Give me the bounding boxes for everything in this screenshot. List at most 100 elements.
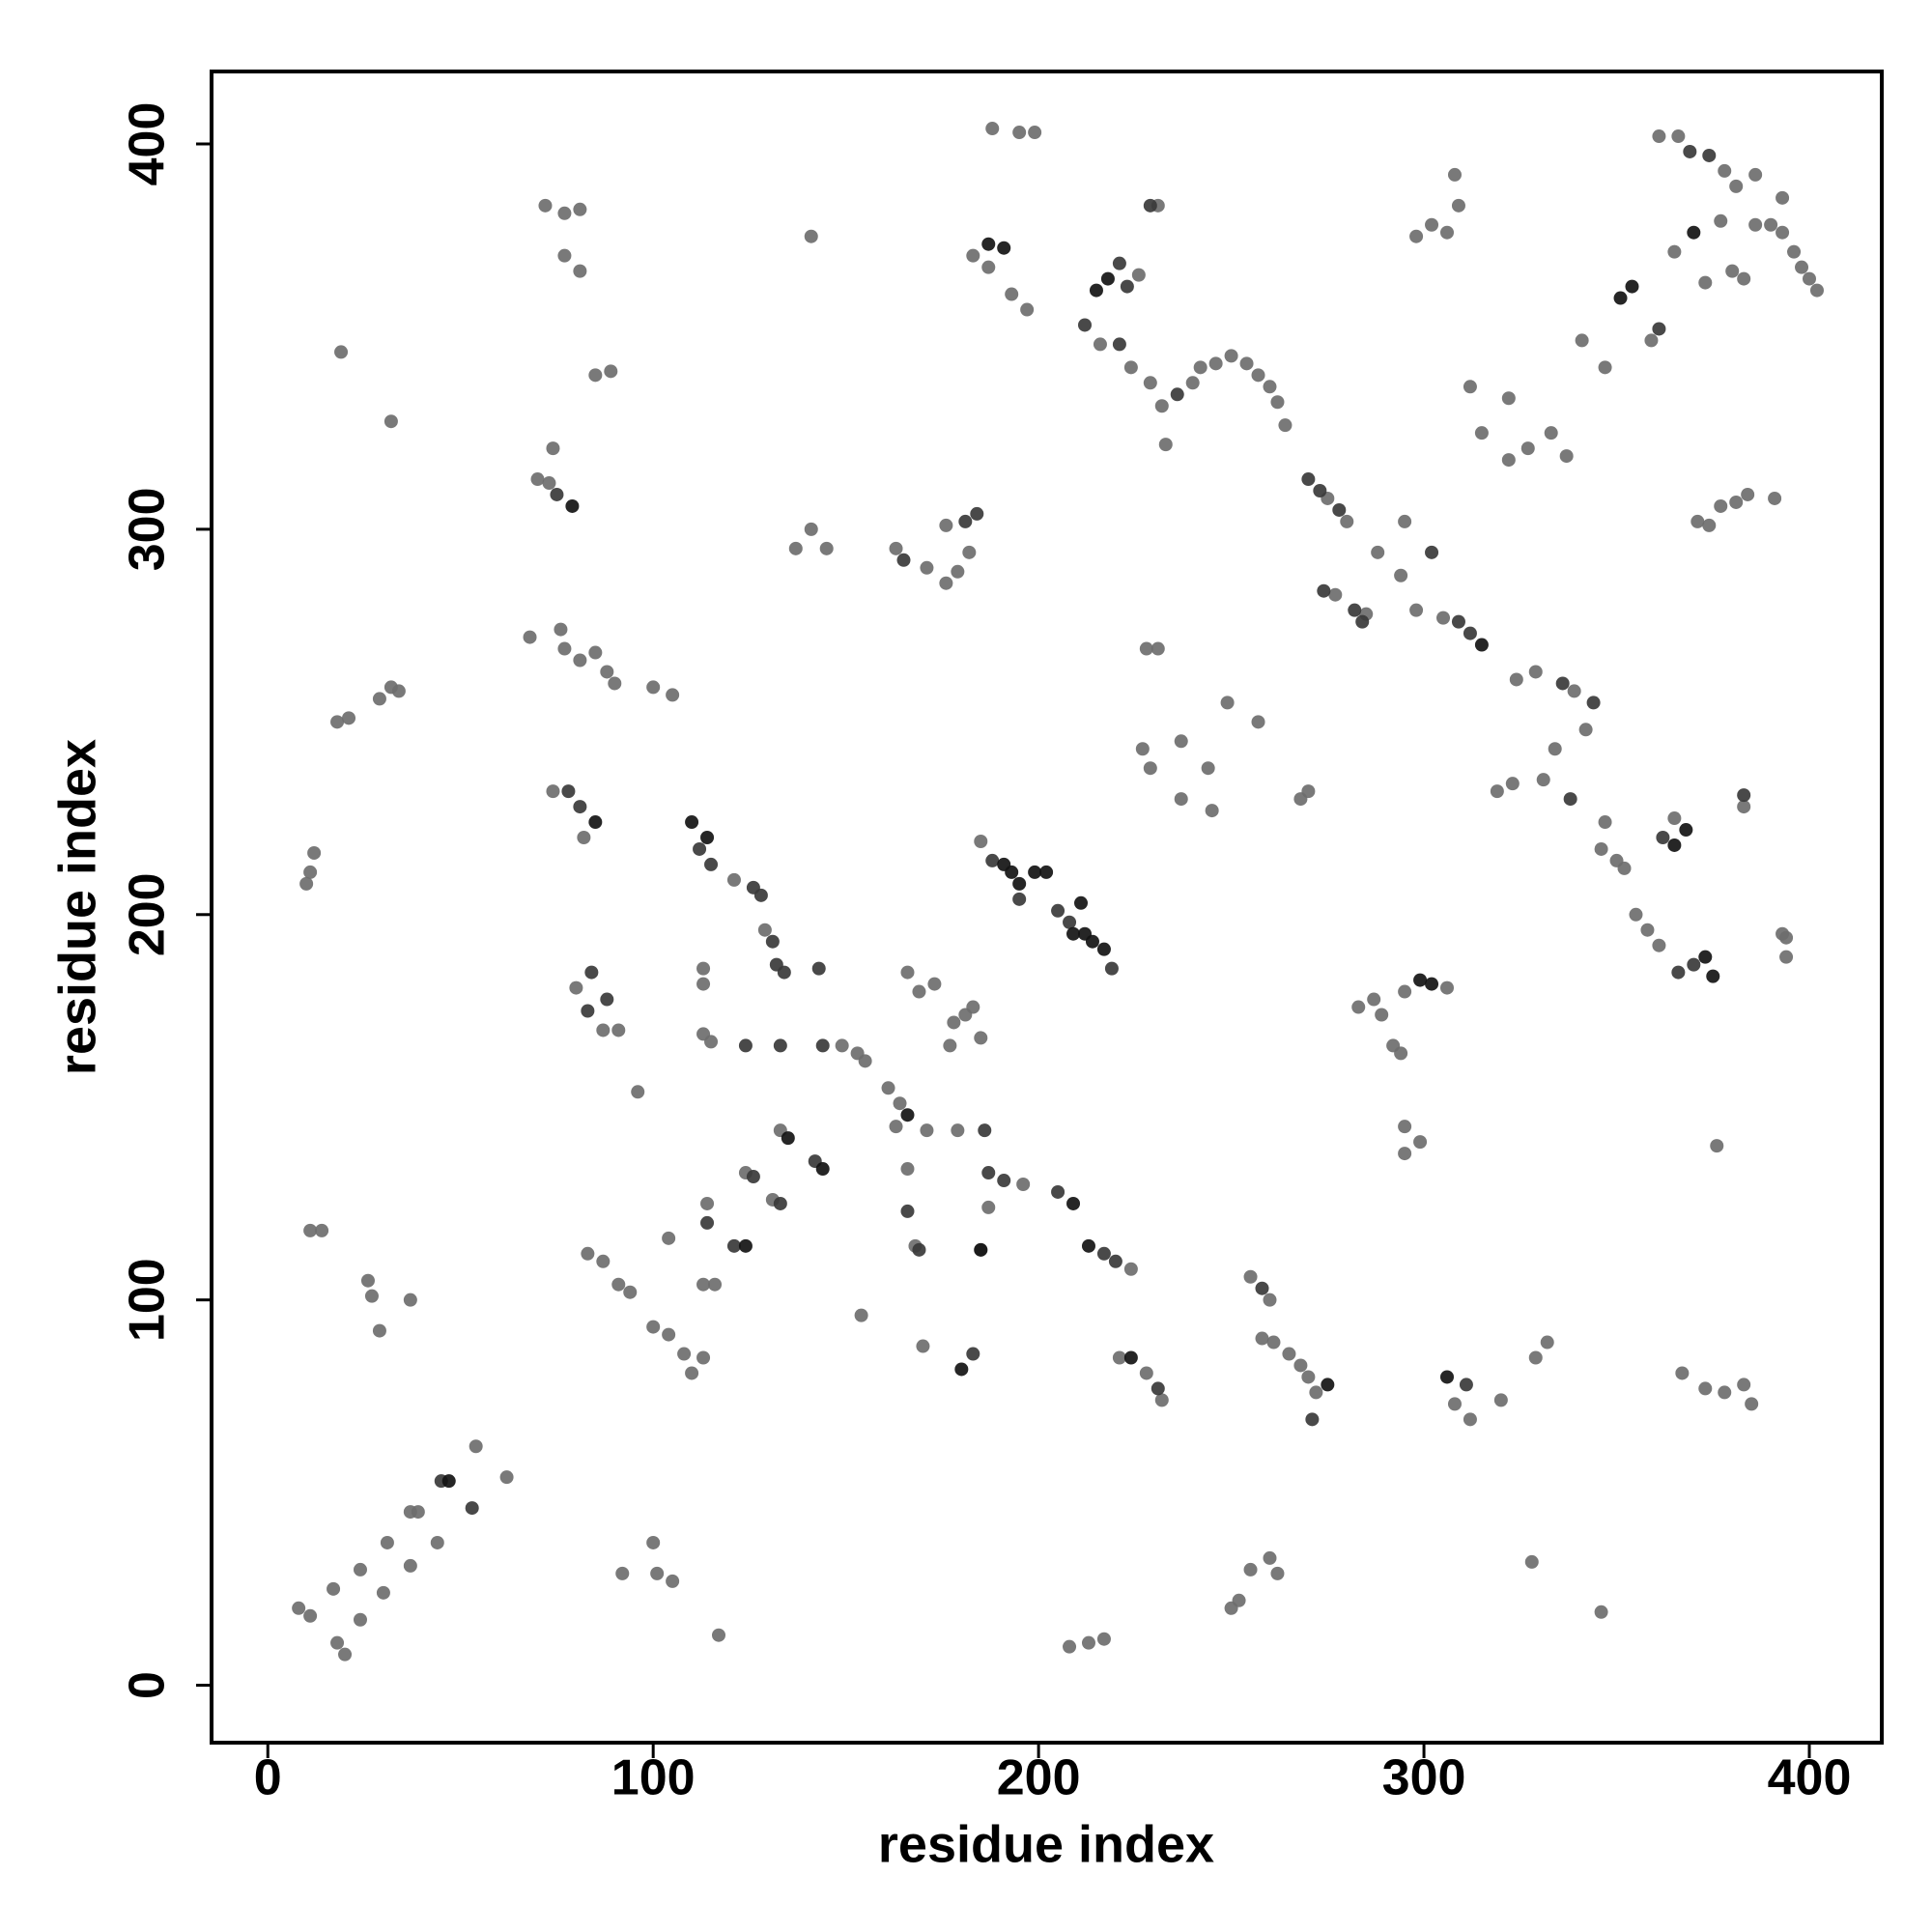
point	[1776, 190, 1790, 205]
point	[1371, 545, 1385, 559]
point	[1016, 1178, 1031, 1192]
point	[650, 1566, 665, 1580]
point	[1667, 838, 1682, 852]
point	[704, 1035, 719, 1049]
point	[1667, 811, 1682, 826]
point	[970, 506, 984, 521]
point	[1158, 438, 1173, 452]
y-tick-label: 0	[120, 1671, 176, 1699]
point	[696, 977, 711, 991]
point	[889, 1120, 903, 1134]
point	[557, 206, 572, 220]
point	[1687, 957, 1701, 972]
point	[1613, 291, 1628, 305]
point	[981, 237, 996, 251]
point	[1439, 980, 1454, 995]
point	[1255, 1281, 1269, 1295]
point	[1474, 426, 1489, 440]
point	[1112, 337, 1126, 352]
point	[900, 1162, 915, 1177]
point	[726, 1238, 741, 1253]
point	[1081, 1238, 1095, 1253]
point	[974, 1242, 988, 1257]
point	[1425, 217, 1439, 232]
x-tick-label: 0	[254, 1750, 282, 1806]
point	[966, 248, 980, 263]
point	[1710, 1139, 1724, 1153]
point	[364, 1289, 379, 1303]
point	[1131, 268, 1146, 282]
point	[981, 1166, 996, 1180]
point	[600, 665, 614, 679]
plot-frame	[210, 70, 1884, 1745]
point	[1463, 626, 1477, 640]
point	[1394, 1046, 1408, 1061]
point	[1687, 225, 1701, 240]
point	[1123, 360, 1138, 375]
point	[646, 1320, 661, 1334]
point	[1398, 984, 1412, 999]
point	[1598, 360, 1612, 375]
point	[700, 830, 715, 844]
point	[1795, 260, 1809, 274]
point	[1270, 395, 1285, 410]
point	[1439, 225, 1454, 240]
point	[353, 1562, 367, 1577]
point	[557, 641, 572, 656]
point	[615, 1566, 630, 1580]
point	[1185, 376, 1200, 390]
point	[596, 1254, 611, 1268]
point	[900, 1204, 915, 1218]
point	[1208, 356, 1223, 371]
point	[773, 1196, 787, 1210]
point	[951, 1123, 965, 1138]
point	[912, 984, 926, 999]
point	[1690, 514, 1705, 528]
point	[666, 688, 680, 702]
point	[1459, 1378, 1473, 1392]
point	[858, 1054, 872, 1068]
point	[1012, 876, 1027, 891]
point	[1425, 977, 1439, 991]
point	[788, 541, 803, 555]
point	[611, 1023, 626, 1037]
point	[1474, 638, 1489, 652]
point	[1321, 1378, 1335, 1392]
point	[1205, 804, 1219, 818]
point	[1714, 498, 1728, 513]
point	[677, 1347, 692, 1361]
point	[430, 1535, 444, 1549]
point	[1671, 965, 1686, 980]
point	[469, 1439, 483, 1454]
point	[1447, 1397, 1462, 1411]
point	[1671, 129, 1686, 144]
point	[974, 834, 988, 848]
point	[1586, 696, 1601, 710]
point	[307, 845, 322, 860]
point	[1255, 1331, 1269, 1346]
point	[303, 1223, 318, 1237]
point	[557, 248, 572, 263]
point	[916, 1339, 930, 1353]
point	[584, 965, 599, 980]
point	[1567, 684, 1581, 698]
point	[985, 853, 1000, 867]
point	[550, 487, 564, 501]
x-tick-label: 200	[997, 1750, 1081, 1806]
point	[1640, 923, 1655, 937]
point	[997, 241, 1011, 255]
point	[380, 1535, 394, 1549]
point	[1725, 264, 1740, 278]
point	[1413, 1135, 1428, 1150]
point	[1520, 441, 1535, 456]
point	[1143, 761, 1157, 776]
point	[1652, 129, 1666, 144]
point	[1575, 333, 1589, 348]
point	[360, 1273, 375, 1288]
y-tick-label: 300	[120, 488, 176, 572]
point	[889, 541, 903, 555]
point	[662, 1327, 676, 1342]
point	[978, 1123, 992, 1138]
point	[1263, 380, 1277, 394]
point	[441, 1474, 456, 1489]
